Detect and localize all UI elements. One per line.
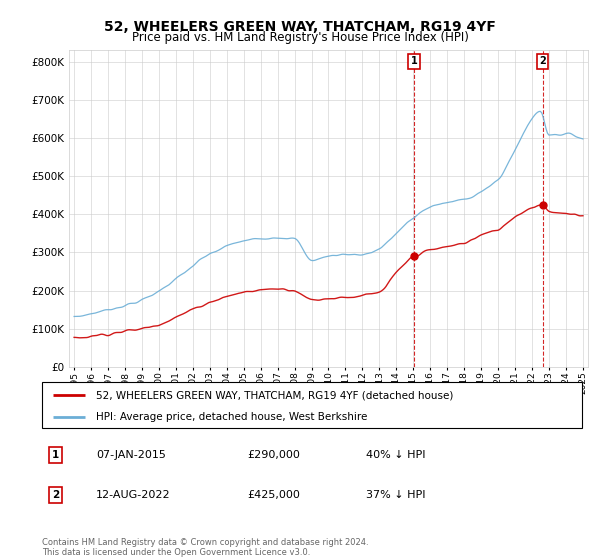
Text: 1: 1: [52, 450, 59, 460]
Text: 2: 2: [52, 490, 59, 500]
Text: 37% ↓ HPI: 37% ↓ HPI: [366, 490, 425, 500]
Text: 52, WHEELERS GREEN WAY, THATCHAM, RG19 4YF (detached house): 52, WHEELERS GREEN WAY, THATCHAM, RG19 4…: [96, 390, 454, 400]
Text: 1: 1: [410, 57, 417, 67]
Text: 2: 2: [539, 57, 546, 67]
Text: Contains HM Land Registry data © Crown copyright and database right 2024.
This d: Contains HM Land Registry data © Crown c…: [42, 538, 368, 557]
Text: £290,000: £290,000: [247, 450, 300, 460]
Text: 52, WHEELERS GREEN WAY, THATCHAM, RG19 4YF: 52, WHEELERS GREEN WAY, THATCHAM, RG19 4…: [104, 20, 496, 34]
Text: Price paid vs. HM Land Registry's House Price Index (HPI): Price paid vs. HM Land Registry's House …: [131, 31, 469, 44]
Text: 07-JAN-2015: 07-JAN-2015: [96, 450, 166, 460]
Text: 40% ↓ HPI: 40% ↓ HPI: [366, 450, 425, 460]
Text: 12-AUG-2022: 12-AUG-2022: [96, 490, 170, 500]
Text: £425,000: £425,000: [247, 490, 300, 500]
FancyBboxPatch shape: [42, 382, 582, 428]
Text: HPI: Average price, detached house, West Berkshire: HPI: Average price, detached house, West…: [96, 412, 367, 422]
